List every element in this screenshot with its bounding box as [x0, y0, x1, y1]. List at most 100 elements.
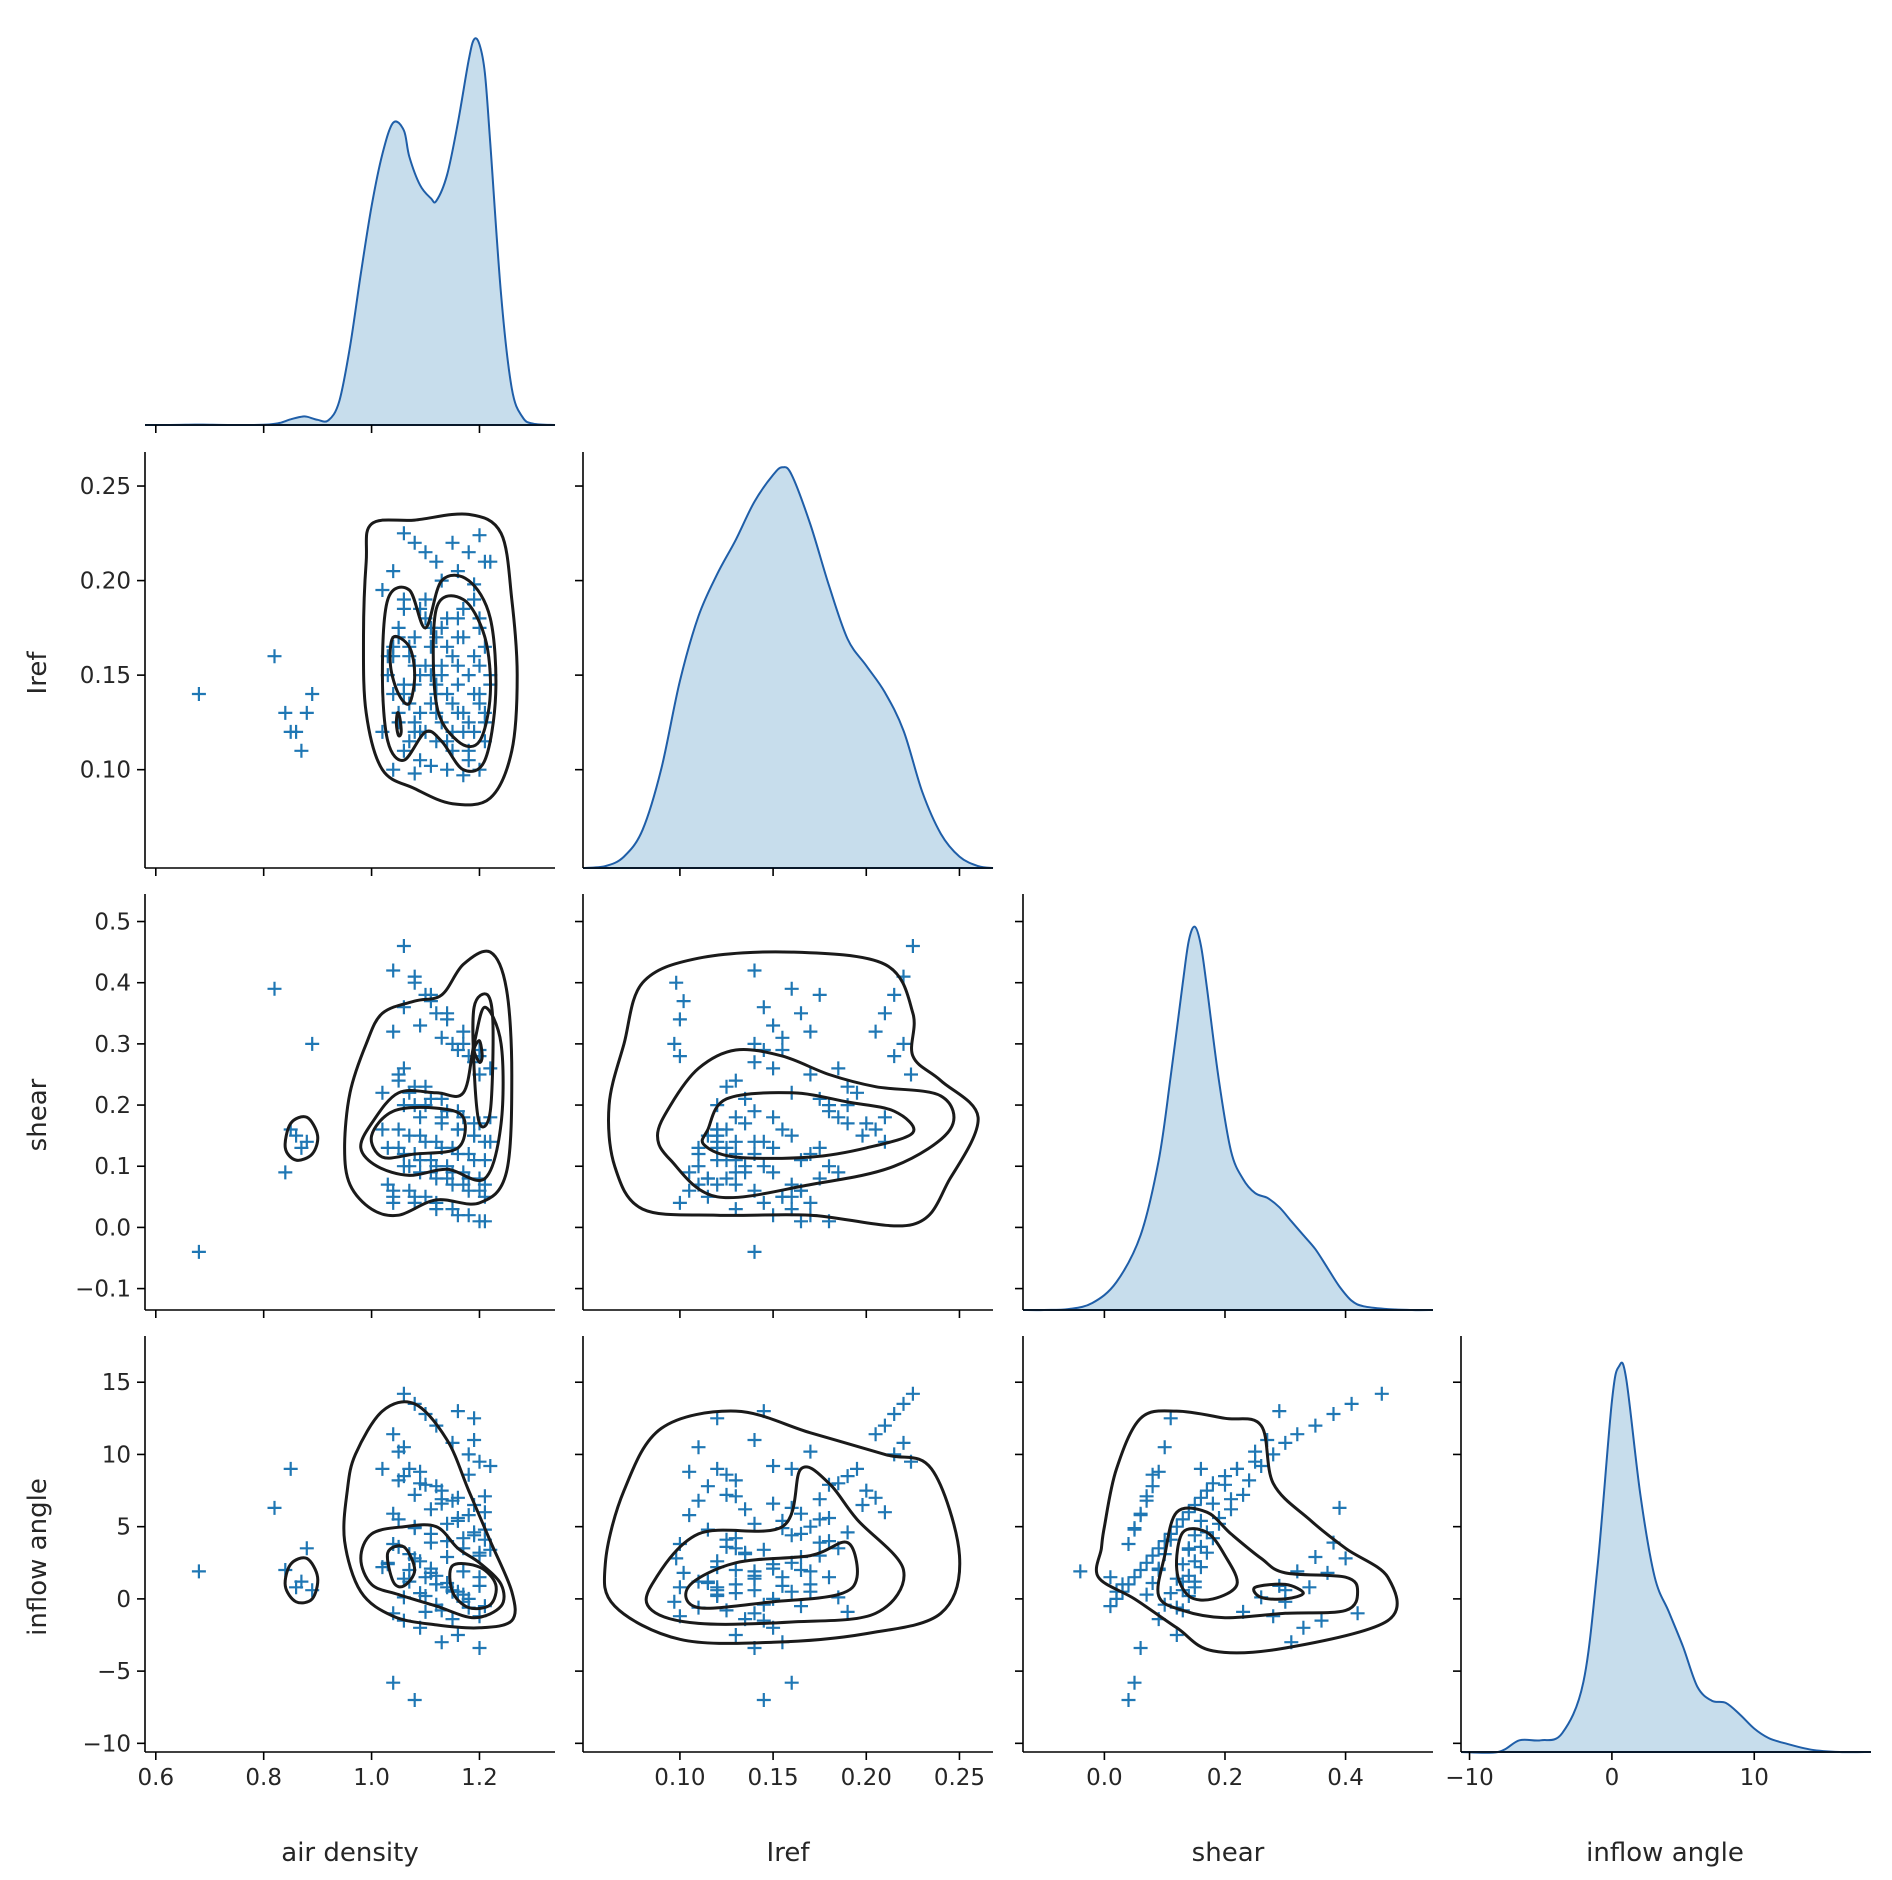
- scatter-point: [386, 762, 401, 777]
- scatter-point: [413, 1586, 428, 1601]
- scatter-point: [803, 1195, 818, 1210]
- scatter-point: [450, 1511, 465, 1525]
- scatter-point: [840, 1525, 855, 1540]
- scatter-point: [1187, 1528, 1202, 1543]
- kde-contour: [359, 1005, 505, 1182]
- kde-contour: [1175, 1527, 1239, 1602]
- x-tick-label: 0.6: [138, 1765, 175, 1791]
- scatter-point: [738, 1502, 753, 1517]
- scatter-point: [402, 1159, 417, 1174]
- scatter-point: [407, 724, 422, 739]
- scatter-point: [267, 981, 282, 996]
- scatter-point: [1242, 1473, 1257, 1488]
- scatter-point: [1151, 1541, 1166, 1556]
- scatter-point: [386, 1427, 401, 1442]
- scatter-point: [682, 1464, 697, 1479]
- scatter-point: [423, 1535, 438, 1550]
- scatter-point: [434, 1110, 449, 1125]
- scatter-panel-inflow-angle-vs-air-density: 0.6 0.8 1.0 1.2 −10 −5 0 5 10 15: [82, 1336, 555, 1791]
- scatter-point: [305, 1036, 320, 1051]
- scatter-point: [418, 545, 433, 560]
- scatter-point: [831, 1476, 846, 1491]
- scatter-point: [483, 1459, 498, 1473]
- scatter-point: [1169, 1519, 1184, 1534]
- kde-curve-air-density: [144, 37, 556, 427]
- scatter-point: [738, 1159, 753, 1174]
- kde-contour: [644, 1465, 906, 1626]
- scatter-point: [483, 554, 498, 569]
- scatter-point: [822, 1534, 836, 1549]
- scatter-point: [407, 1521, 422, 1536]
- x-tick-label: 1.2: [461, 1765, 498, 1791]
- scatter-point: [472, 658, 487, 673]
- scatter-point: [386, 564, 401, 579]
- scatter-point: [413, 601, 428, 616]
- scatter-point: [728, 1541, 743, 1556]
- scatter-point: [1103, 1570, 1118, 1585]
- scatter-point: [413, 705, 428, 720]
- scatter-point: [667, 1594, 682, 1609]
- scatter-point: [747, 1606, 762, 1621]
- scatter-point: [418, 1604, 433, 1619]
- scatter-point: [672, 1195, 687, 1210]
- scatter-point: [1193, 1539, 1208, 1554]
- kde-contour: [342, 1400, 517, 1630]
- scatter-point: [822, 1159, 836, 1174]
- y-tick-label: −5: [97, 1659, 131, 1685]
- scatter-point: [812, 1140, 827, 1155]
- scatter-point: [299, 1541, 314, 1556]
- scatter-point: [294, 1140, 309, 1155]
- scatter-point: [267, 649, 282, 664]
- scatter-point: [738, 1547, 753, 1562]
- scatter-panel-inflow-angle-vs-shear: 0.0 0.2 0.4: [1015, 1336, 1433, 1791]
- scatter-point: [850, 1085, 864, 1100]
- x-tick-label: 0: [1605, 1765, 1620, 1791]
- scatter-point: [877, 1006, 892, 1021]
- scatter-point: [450, 1122, 465, 1137]
- scatter-point: [375, 1122, 390, 1137]
- scatter-point: [467, 1411, 482, 1426]
- scatter-point: [407, 535, 422, 550]
- scatter-point: [756, 1613, 771, 1628]
- scatter-point: [691, 1440, 706, 1455]
- y-axis-title-iref: Iref: [23, 651, 53, 695]
- scatter-point: [1302, 1580, 1317, 1595]
- scatter-point: [794, 1599, 808, 1614]
- scatter-point: [1163, 1411, 1178, 1426]
- scatter-point: [434, 1030, 449, 1045]
- scatter-point: [472, 1214, 487, 1229]
- scatter-point: [747, 1516, 762, 1531]
- y-tick-label: 0.20: [80, 569, 131, 595]
- kde-contour: [369, 1105, 467, 1160]
- scatter-point: [407, 630, 422, 645]
- scatter-point: [1139, 1489, 1154, 1504]
- kde-contour: [472, 1039, 484, 1064]
- scatter-point: [691, 1140, 706, 1155]
- scatter-point: [868, 1024, 883, 1039]
- scatter-point: [766, 1496, 781, 1511]
- scatter-point: [794, 1006, 808, 1021]
- scatter-point: [423, 758, 438, 773]
- scatter-point: [728, 1628, 743, 1642]
- scatter-point: [396, 1571, 411, 1586]
- scatter-point: [747, 1583, 762, 1598]
- scatter-point: [456, 1531, 471, 1546]
- scatter-point: [840, 1098, 855, 1113]
- scatter-panel-shear-vs-iref: [575, 894, 993, 1318]
- scatter-point: [747, 1564, 762, 1579]
- scatter-point: [445, 1493, 460, 1508]
- scatter-point: [305, 687, 320, 701]
- scatter-point: [766, 1061, 781, 1076]
- scatter-point: [450, 677, 465, 692]
- scatter-point: [676, 1565, 691, 1580]
- scatter-point: [766, 1459, 781, 1473]
- scatter-point: [483, 1061, 498, 1076]
- scatter-point: [477, 1489, 492, 1504]
- scatter-point: [738, 1116, 753, 1131]
- scatter-point: [467, 1128, 482, 1143]
- scatter-point: [1193, 1560, 1208, 1575]
- x-axis-title-inflow-angle: inflow angle: [1586, 1838, 1744, 1868]
- scatter-point: [719, 1487, 734, 1502]
- scatter-point: [822, 1104, 836, 1119]
- scatter-point: [672, 1580, 687, 1595]
